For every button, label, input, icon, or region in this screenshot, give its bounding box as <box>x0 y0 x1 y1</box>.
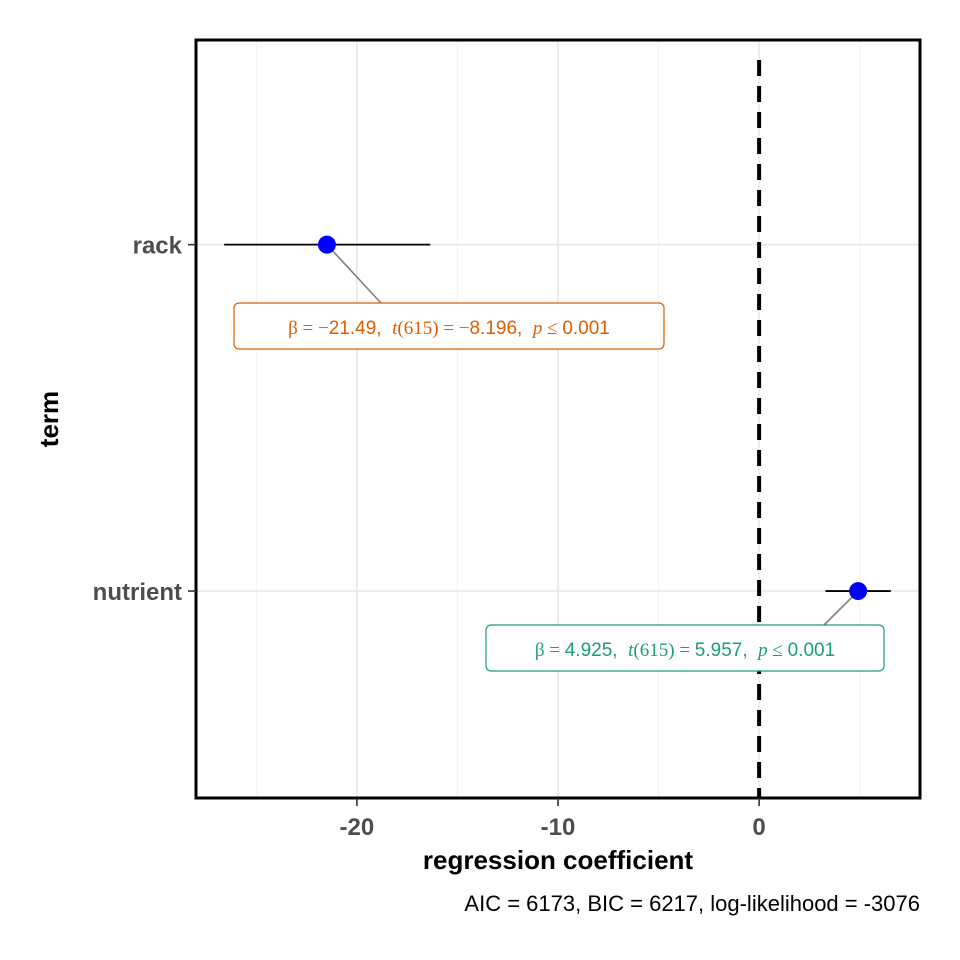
stat-label-text: β = 4.925, t(615) = 5.957, p ≤ 0.001 <box>535 640 835 661</box>
x-tick-label: -20 <box>340 814 375 841</box>
label-beta-value: 21.49, <box>329 318 392 339</box>
estimate-point-nutrient <box>849 582 868 601</box>
stat-label-nutrient: β = 4.925, t(615) = 5.957, p ≤ 0.001 <box>485 624 885 672</box>
stat-label-text: β = −21.49, t(615) = −8.196, p ≤ 0.001 <box>288 318 610 339</box>
label-t-value: 5.957, <box>695 640 758 661</box>
label-minus: − <box>318 318 329 339</box>
label-beta-value: 4.925, <box>565 640 628 661</box>
x-axis-title: regression coefficient <box>423 845 694 875</box>
y-axis-title: term <box>34 391 64 447</box>
label-p-symbol: p <box>531 318 543 339</box>
label-beta-symbol: β <box>535 640 545 661</box>
label-p-symbol: p <box>756 640 768 661</box>
label-le: ≤ <box>768 640 788 661</box>
label-df: (615) <box>633 640 674 661</box>
estimate-point-rack <box>317 235 336 254</box>
label-equals: = <box>545 640 565 661</box>
model-fit-caption: AIC = 6173, BIC = 6217, log-likelihood =… <box>464 891 920 916</box>
label-le: ≤ <box>542 318 562 339</box>
label-p-value: 0.001 <box>788 640 836 661</box>
label-connectors <box>326 244 859 626</box>
label-t-symbol: t <box>392 318 398 339</box>
label-minus: − <box>459 318 470 339</box>
stat-label-rack: β = −21.49, t(615) = −8.196, p ≤ 0.001 <box>233 302 665 350</box>
x-tick-label: -10 <box>541 814 576 841</box>
label-beta-symbol: β <box>288 318 298 339</box>
grid <box>196 40 920 798</box>
y-tick-label-rack: rack <box>133 233 183 260</box>
label-equals: = <box>439 318 459 339</box>
axes: -20 -10 0 rack nutrient <box>93 233 766 841</box>
label-df: (615) <box>397 318 438 339</box>
label-equals: = <box>298 318 318 339</box>
label-equals: = <box>675 640 695 661</box>
y-tick-label-nutrient: nutrient <box>93 579 182 606</box>
label-t-value: 8.196, <box>470 318 533 339</box>
coefficient-labels: β = −21.49, t(615) = −8.196, p ≤ 0.001β … <box>233 302 885 672</box>
stat-label-box <box>485 624 885 672</box>
estimate-points <box>317 235 868 601</box>
connector-rack <box>326 244 382 304</box>
label-p-value: 0.001 <box>562 318 610 339</box>
x-tick-label: 0 <box>752 814 765 841</box>
stat-label-box <box>233 302 665 350</box>
label-t-symbol: t <box>628 640 634 661</box>
